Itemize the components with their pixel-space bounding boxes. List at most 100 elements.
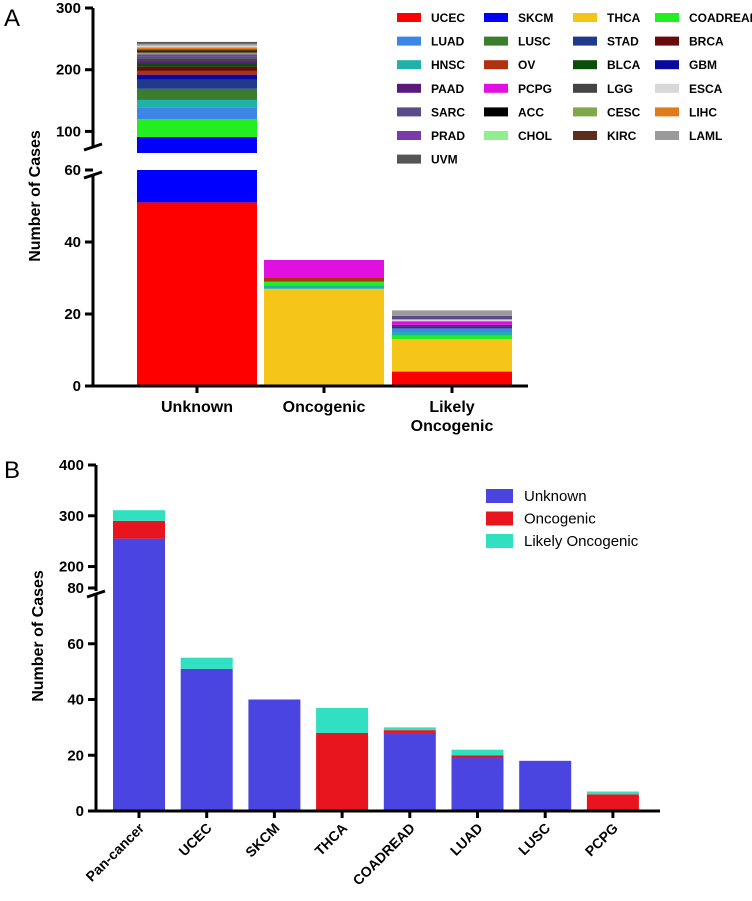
legend-swatch-ucec (397, 13, 421, 22)
legend-swatch-lihc (655, 107, 679, 117)
bar-segment-ucec (392, 371, 512, 386)
bar-segment-likely-oncogenic (113, 510, 165, 521)
legend-label-uvm: UVM (431, 153, 458, 167)
legend-swatch-ov (484, 60, 508, 70)
y-tick-label: 400 (59, 457, 84, 474)
bar-segment-pcpg (264, 260, 384, 278)
legend-label-lgg: LGG (607, 82, 633, 96)
legend-swatch-kirc (573, 131, 597, 140)
bar-segment-unknown (180, 668, 233, 811)
legend-swatch-laml (655, 131, 679, 140)
legend-label-oncogenic: Oncogenic (524, 511, 596, 528)
y-tick-label: 300 (56, 0, 81, 17)
legend-label-hnsc: HNSC (431, 58, 465, 72)
x-tick-label: Likely (429, 399, 474, 416)
panel-b-chart: Pan-cancer UCEC SKCM THCA COADREAD LUAD LUSC PC… (59, 457, 660, 888)
x-tick-label: SKCM (242, 820, 282, 860)
y-tick-label: 60 (64, 162, 81, 179)
bar-segment-lgg (137, 58, 257, 62)
y-tick-label: 300 (59, 508, 84, 525)
legend-label-lihc: LIHC (689, 105, 717, 119)
bar-segment-skcm (137, 170, 257, 203)
x-tick-label: THCA (311, 820, 350, 859)
bar-segment-acc (137, 51, 257, 53)
legend-swatch-gbm (655, 60, 679, 70)
bar-segment-coadread (392, 335, 512, 340)
x-tick-label: LUAD (447, 820, 486, 859)
legend-swatch-oncogenic (486, 511, 513, 526)
bar-segment-unknown (248, 699, 301, 811)
legend-swatch-unknown (486, 489, 513, 503)
x-tick-label: Oncogenic (411, 418, 494, 435)
bar-segment-sarc (392, 315, 512, 320)
panel-a-ylabel: Number of Cases (27, 130, 44, 262)
legend-label-pcpg: PCPG (518, 82, 552, 96)
legend-label-sarc: SARC (431, 105, 465, 119)
y-tick-label: 200 (59, 559, 84, 576)
bar-segment-gbm (137, 74, 257, 80)
bar-segment-cesc (137, 52, 257, 55)
legend-label-paad: PAAD (431, 82, 464, 96)
legend-swatch-chol (484, 131, 508, 140)
bar-segment-kirc (137, 49, 257, 52)
legend-swatch-stad (573, 36, 597, 46)
legend-swatch-blca (573, 60, 597, 70)
legend-swatch-hnsc (397, 60, 421, 70)
bar-segment-blca (137, 63, 257, 67)
bar-segment-sarc (137, 56, 257, 59)
x-tick-label: Unknown (161, 399, 233, 416)
y-tick-label: 40 (67, 692, 84, 709)
bar-segment-thca (392, 339, 512, 372)
y-tick-label: 200 (56, 62, 81, 79)
bar-segment-oncogenic (451, 755, 504, 759)
bar-segment-unknown (113, 538, 165, 597)
bar-segment-lihc (137, 47, 257, 50)
legend-swatch-paad (397, 83, 421, 93)
legend-label-prad: PRAD (431, 129, 465, 143)
legend-swatch-likely-oncogenic (486, 534, 513, 548)
bar-segment-stad (392, 326, 512, 329)
y-tick-label: 40 (64, 234, 81, 251)
bar-segment-pcpg (392, 321, 512, 325)
legend-label-brca: BRCA (689, 35, 724, 49)
legend-label-ucec: UCEC (431, 11, 465, 25)
bar-segment-unknown (519, 760, 572, 811)
bar-segment-stad (137, 79, 257, 89)
legend-label-luad: LUAD (431, 35, 465, 49)
legend-swatch-skcm (484, 13, 508, 22)
legend-swatch-lusc (484, 36, 508, 46)
legend-label-laml: LAML (689, 129, 722, 143)
y-tick-label: 20 (67, 747, 84, 764)
bar-segment-likely-oncogenic (180, 657, 233, 669)
legend-label-likely-oncogenic: Likely Oncogenic (524, 533, 639, 550)
bar-segment-skcm (137, 136, 257, 153)
legend-label-chol: CHOL (518, 129, 552, 143)
bar-segment-esca (392, 319, 512, 322)
bar-segment-oncogenic (586, 794, 639, 811)
legend-swatch-coadread (655, 13, 679, 22)
legend-label-esca: ESCA (689, 82, 723, 96)
x-tick-label: PCPG (582, 820, 621, 859)
y-tick-label: 0 (73, 378, 81, 395)
bar-segment-laml (392, 310, 512, 316)
bar-segment-coadread (137, 119, 257, 137)
bar-segment-esca (137, 45, 257, 48)
bar-segment-thca (264, 288, 384, 386)
bar-segment-brca (137, 66, 257, 71)
legend-swatch-sarc (397, 107, 421, 117)
bar-segment-ov (137, 70, 257, 75)
legend-label-stad: STAD (607, 35, 639, 49)
bar-segment-ov (264, 278, 384, 282)
legend-swatch-luad (397, 36, 421, 46)
legend-label-kirc: KIRC (607, 129, 637, 143)
bar-segment-oncogenic (316, 732, 369, 811)
legend-swatch-esca (655, 83, 679, 93)
y-tick-label: 80 (67, 580, 84, 597)
panel-b-ylabel: Number of Cases (30, 570, 47, 702)
legend-label-coadread: COADREAD (689, 11, 752, 25)
axis-break-mark (83, 170, 103, 180)
bar-segment-prad (137, 54, 257, 57)
bar-segment-hnsc (392, 332, 512, 336)
bar-segment-unknown (451, 758, 504, 811)
x-tick-label: COADREAD (349, 820, 418, 889)
